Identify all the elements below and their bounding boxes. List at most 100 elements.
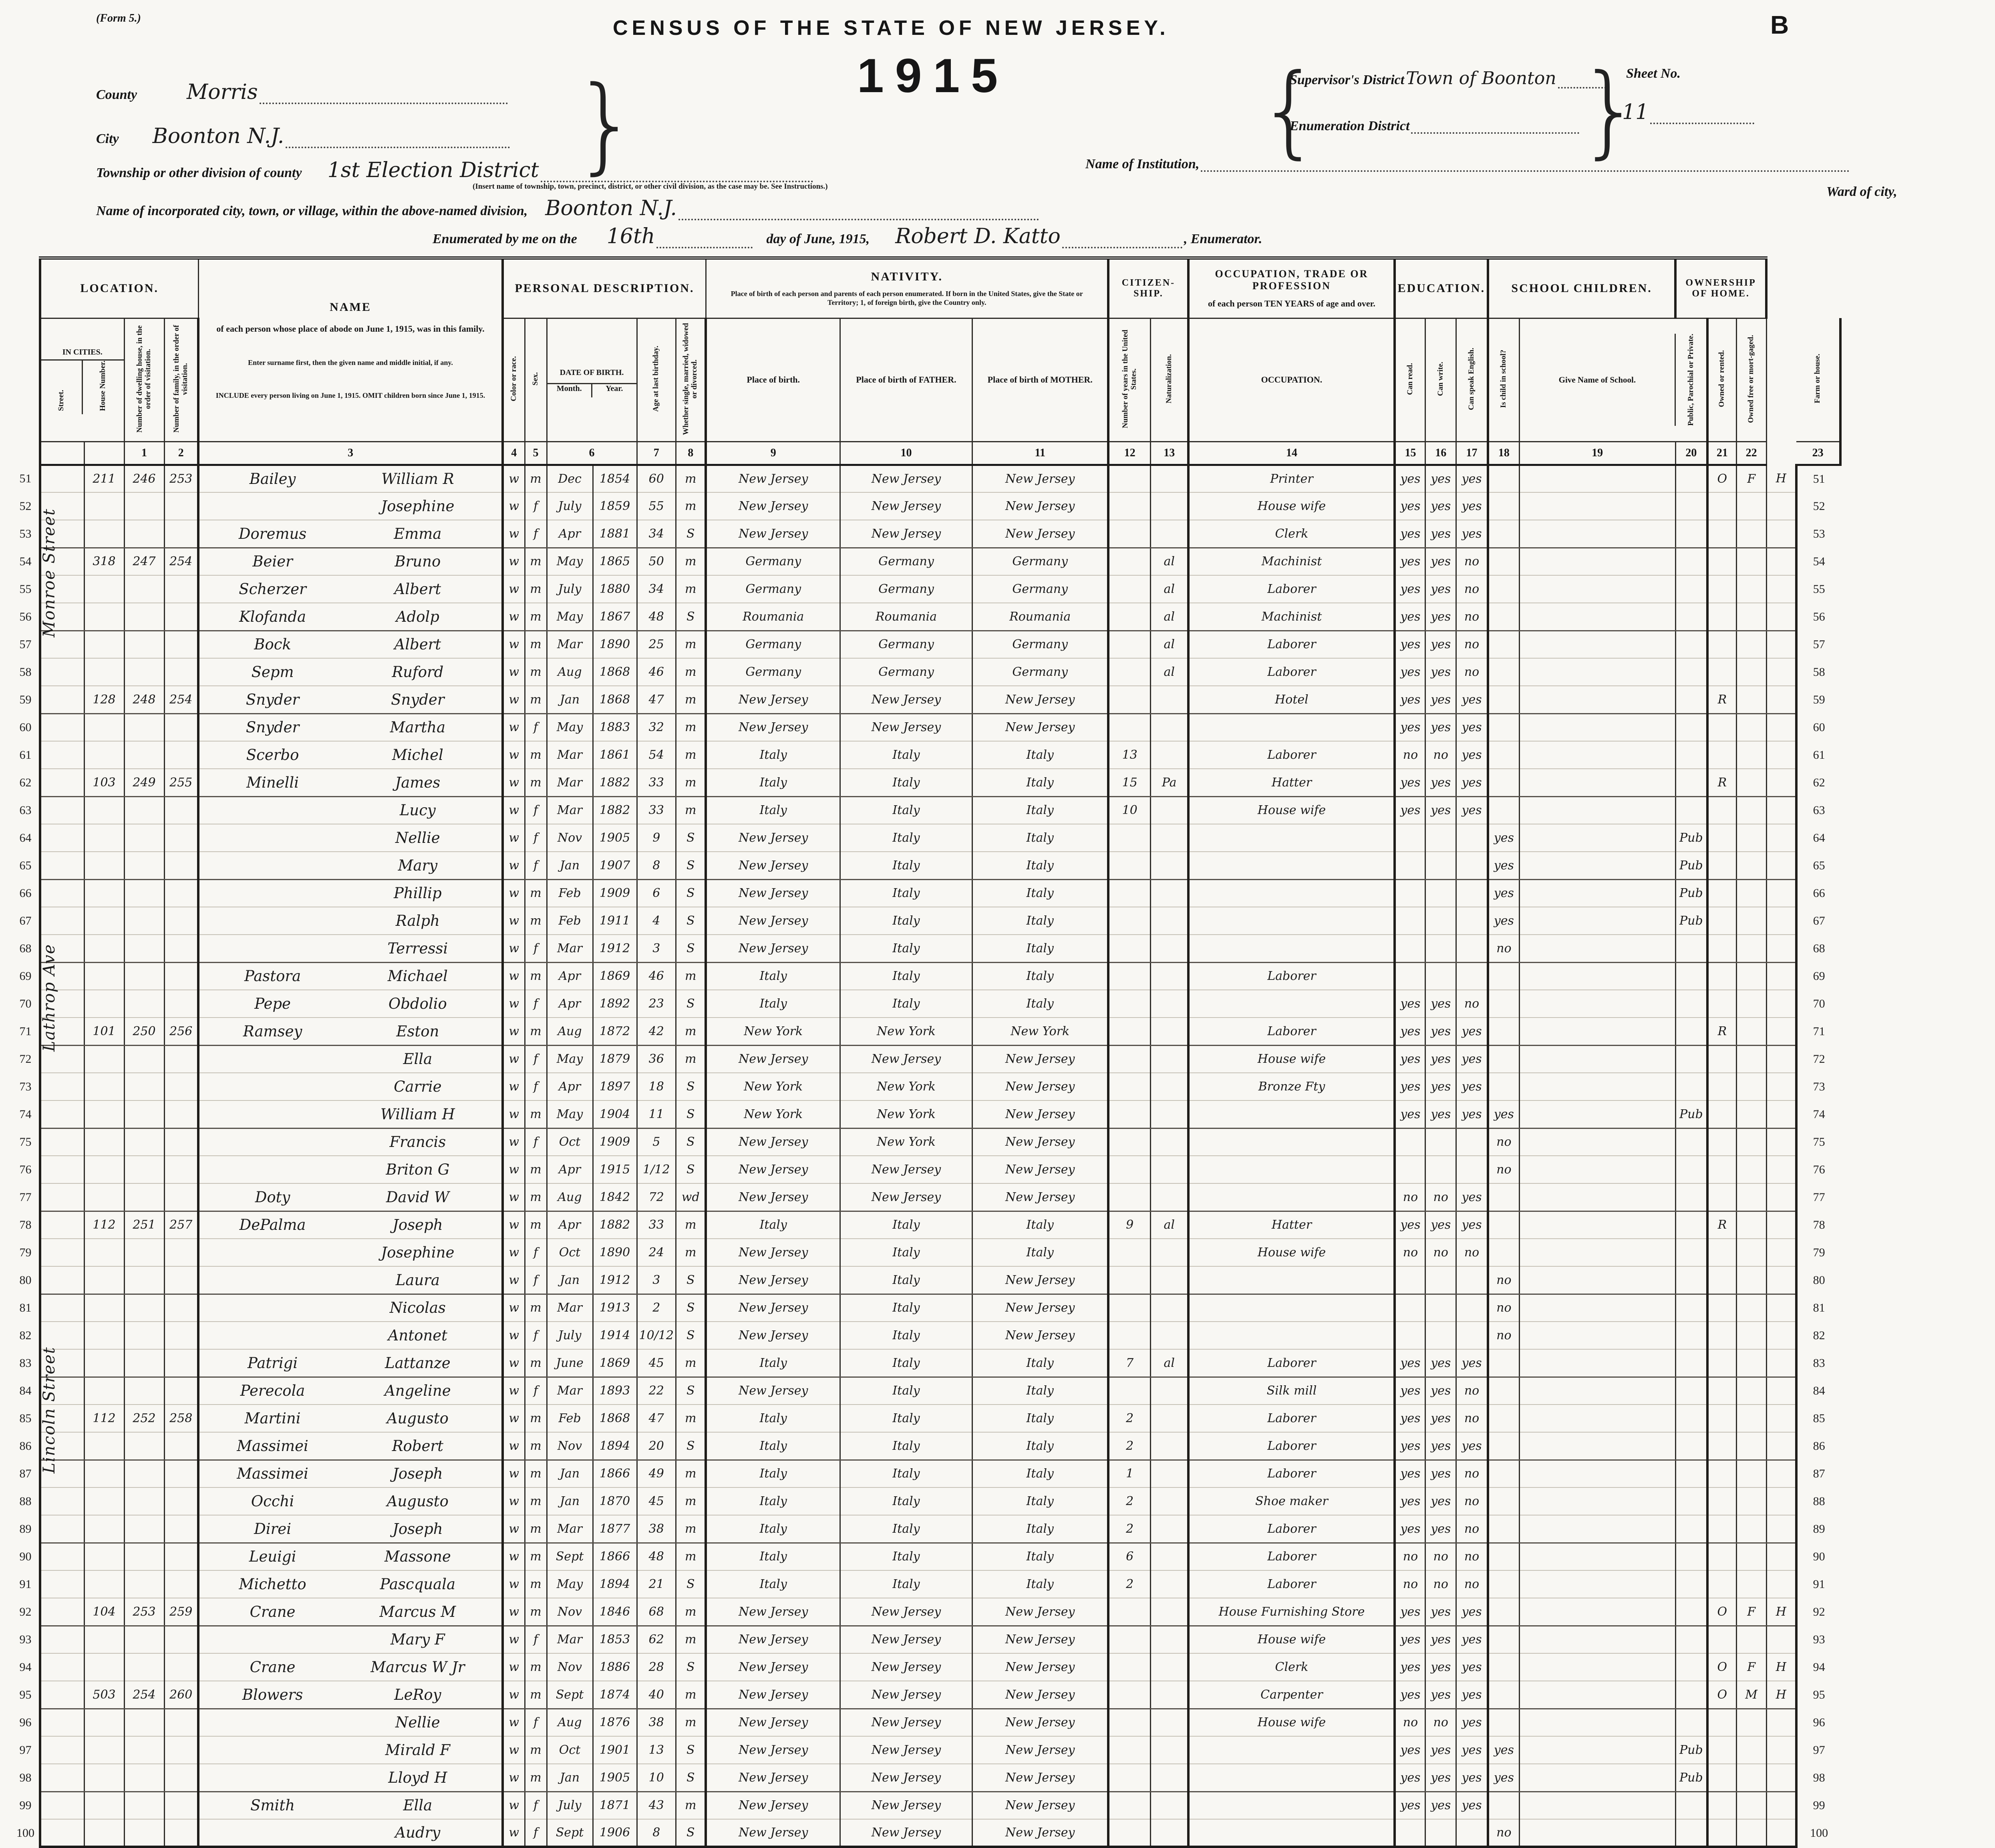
cell-sex: f (525, 1819, 548, 1848)
cell-birth-month: Apr (547, 1156, 594, 1184)
cell-surname: Doremus (238, 525, 307, 542)
cell-marital: S (676, 1294, 707, 1322)
cell-mother-birthplace: Italy (972, 1432, 1110, 1461)
cell-mother-birthplace: Italy (972, 741, 1110, 769)
row-number-right: 51 (1813, 472, 1825, 486)
row-number-right: 74 (1813, 1107, 1825, 1121)
cell-place-of-birth: Germany (706, 575, 841, 603)
cell-free-mortgaged (1736, 1543, 1767, 1571)
cell-age: 6 (637, 879, 676, 907)
cell-color: w (503, 1570, 525, 1598)
cell-place-of-birth: Roumania (706, 603, 841, 631)
cell-sex: m (525, 1211, 548, 1239)
cell-street (39, 1598, 85, 1626)
cell-free-mortgaged (1736, 548, 1767, 576)
cell-dwelling (124, 1266, 165, 1295)
cell-years-in-us (1108, 575, 1151, 603)
cell-color: w (503, 852, 525, 880)
cell-dwelling (124, 1377, 165, 1405)
cell-public-private (1675, 1183, 1709, 1212)
cell-family (164, 713, 199, 742)
col-read: Can read. (1395, 318, 1426, 442)
enumerated-mid: day of June, 1915, (766, 232, 870, 246)
cell-birth-year: 1869 (593, 1349, 638, 1378)
cell-father-birthplace: New Jersey (840, 1183, 973, 1212)
cell-farm-house (1766, 1570, 1798, 1598)
cell-in-school (1488, 796, 1520, 824)
cell-given-name: Francis (389, 1133, 446, 1151)
cell-dwelling (124, 1460, 165, 1488)
cell-house-number (84, 1322, 125, 1350)
cell-occupation: Silk mill (1188, 1377, 1396, 1405)
col-dwelling-label: Number of dwelling house, in the order o… (135, 325, 152, 433)
cell-color: w (503, 879, 525, 907)
township-note: (Insert name of township, town, precinct… (473, 182, 828, 191)
cell-public-private (1675, 990, 1709, 1018)
cell-family (164, 1515, 199, 1544)
table-row: 54 318 247 254 Beier Bruno w m May 1865 5… (12, 548, 1840, 576)
cell-farm-house: H (1766, 1653, 1798, 1681)
cell-years-in-us (1108, 520, 1151, 548)
cell-farm-house (1766, 658, 1798, 686)
cell-color: w (503, 603, 525, 631)
incorporated-rule (678, 203, 1039, 220)
cell-given-name: Angeline (385, 1382, 451, 1400)
cell-family: 254 (164, 548, 199, 576)
cell-farm-house: H (1766, 1598, 1798, 1626)
cell-place-of-birth: Italy (706, 796, 841, 824)
cell-birth-year: 1912 (593, 1266, 638, 1295)
num-23: 23 (1796, 441, 1842, 466)
cell-street (39, 1211, 85, 1239)
cell-in-school: yes (1488, 852, 1520, 880)
cell-mother-birthplace: New Jersey (972, 465, 1110, 493)
cell-in-school (1488, 575, 1520, 603)
sheet-no-label: Sheet No. (1626, 66, 1681, 81)
cell-color: w (503, 1211, 525, 1239)
cell-dwelling (124, 1183, 165, 1212)
cell-owned-rented: R (1707, 1211, 1737, 1239)
cell-father-birthplace: New Jersey (840, 1792, 973, 1820)
cell-sex: f (525, 824, 548, 852)
cell-in-school (1488, 520, 1520, 548)
cell-name: Bock Albert (198, 631, 504, 659)
cell-color: w (503, 1294, 525, 1322)
cell-place-of-birth: Germany (706, 631, 841, 659)
cell-marital: S (676, 1819, 707, 1848)
cell-farm-house (1766, 907, 1798, 935)
gutter-left-header (12, 258, 40, 465)
sheet-no-value: 11 (1622, 100, 1649, 124)
cell-house-number (84, 1266, 125, 1295)
cell-given-name: Augusto (387, 1410, 449, 1427)
cell-name: Ramsey Eston (198, 1018, 504, 1046)
row-number-left: 69 (19, 969, 32, 983)
cell-mother-birthplace: Germany (972, 631, 1110, 659)
cell-birth-year: 1911 (593, 907, 638, 935)
cell-street (39, 686, 85, 714)
cell-speaks-english: yes (1456, 1736, 1490, 1764)
cell-sex: m (525, 465, 548, 493)
cell-family (164, 1653, 199, 1681)
cell-farm-house (1766, 935, 1798, 963)
cell-sex: m (525, 575, 548, 603)
cell-name: Mary (198, 852, 504, 880)
cell-sex: f (525, 520, 548, 548)
row-number-right: 91 (1813, 1577, 1825, 1591)
cell-place-of-birth: New York (706, 1073, 841, 1101)
cell-dwelling (124, 492, 165, 520)
cell-public-private (1675, 492, 1709, 520)
cell-birth-month: Apr (547, 990, 594, 1018)
cell-marital: m (676, 658, 707, 686)
row-number-right: 62 (1813, 776, 1825, 789)
cell-dwelling (124, 1349, 165, 1378)
cell-age: 38 (637, 1515, 676, 1544)
cell-place-of-birth: New Jersey (706, 1819, 841, 1848)
cell-speaks-english (1456, 907, 1490, 935)
cell-school-name (1519, 1515, 1676, 1544)
township-value: 1st Election District (327, 158, 539, 182)
cell-free-mortgaged: F (1736, 1653, 1767, 1681)
cell-mother-birthplace: Italy (972, 1239, 1110, 1267)
cell-place-of-birth: New York (706, 1100, 841, 1129)
table-row: 61 Scerbo Michel w m Mar 1861 54 m Italy … (12, 741, 1840, 769)
cell-family: 255 (164, 769, 199, 797)
cell-name: Nicolas (198, 1294, 504, 1322)
